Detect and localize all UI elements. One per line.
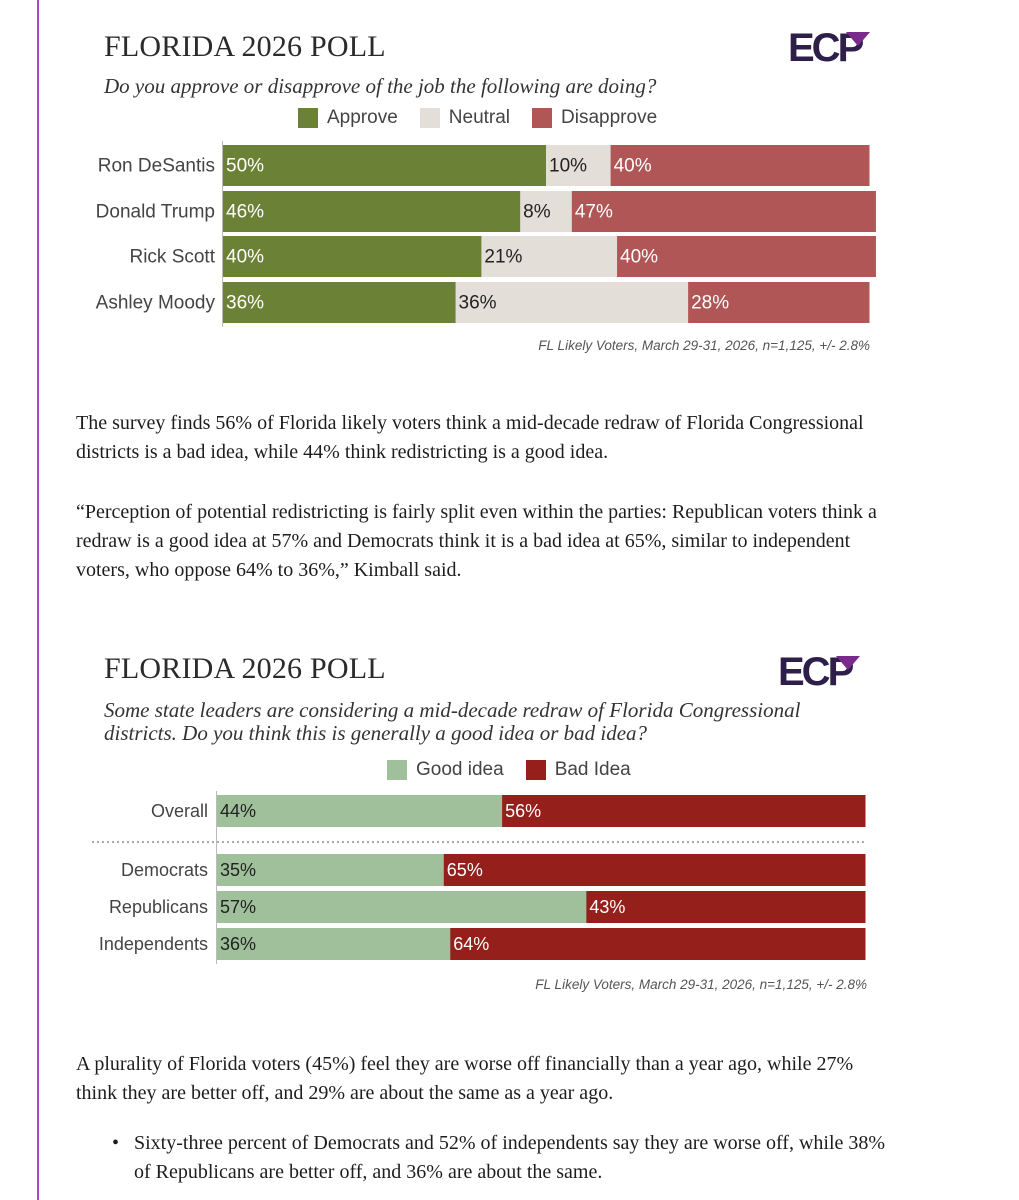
data-label: 36% <box>220 934 256 954</box>
category-label: Republicans <box>109 897 208 917</box>
chart-legend: Approve Neutral Disapprove <box>298 107 679 129</box>
legend-swatch <box>525 760 546 780</box>
data-label: 8% <box>523 202 551 223</box>
source-note: FL Likely Voters, March 29-31, 2026, n=1… <box>538 338 870 353</box>
chart-legend: Good idea Bad Idea <box>387 759 653 781</box>
bar-bad-idea-republicans <box>586 891 866 923</box>
ecp-logo-check <box>836 656 860 670</box>
bar-bad-idea-democrats <box>443 854 866 886</box>
bar-approve-ron-desantis <box>223 145 547 186</box>
data-label: 36% <box>459 293 497 314</box>
bar-approve-donald-trump <box>223 191 521 232</box>
list-item: Sixty-three percent of Democrats and 52%… <box>76 1129 896 1187</box>
bar-good-idea-democrats <box>217 854 445 886</box>
category-label: Donald Trump <box>96 202 215 223</box>
data-label: 43% <box>589 897 625 917</box>
category-label: Independents <box>99 934 208 954</box>
data-label: 47% <box>575 202 613 223</box>
data-label: 46% <box>226 202 264 223</box>
data-label: 21% <box>484 247 522 268</box>
bar-bad-idea-overall <box>502 795 866 827</box>
bar-disapprove-rick-scott <box>617 236 876 277</box>
data-label: 57% <box>220 897 256 917</box>
category-label: Overall <box>151 801 208 821</box>
left-accent-rule <box>37 0 39 1200</box>
legend-swatch <box>298 108 318 128</box>
data-label: 44% <box>220 801 256 821</box>
bar-good-idea-republicans <box>217 891 587 923</box>
bar-neutral-ashley-moody <box>455 282 689 323</box>
bar-neutral-ron-desantis <box>546 145 612 186</box>
bar-neutral-rick-scott <box>481 236 618 277</box>
legend-label: Disapprove <box>561 107 658 128</box>
data-label: 10% <box>549 156 587 177</box>
data-label: 28% <box>691 293 729 314</box>
category-label: Rick Scott <box>129 247 215 268</box>
bar-good-idea-overall <box>217 795 503 827</box>
ecp-logo: ECP <box>788 26 870 66</box>
legend-label: Approve <box>327 107 398 128</box>
legend-label: Neutral <box>448 107 511 128</box>
data-label: 40% <box>226 247 264 268</box>
category-label: Democrats <box>121 860 208 880</box>
chart-title: FLORIDA 2026 POLL <box>104 652 386 685</box>
legend-item-bad-idea: Bad Idea <box>525 759 631 781</box>
bar-good-idea-independents <box>217 928 451 960</box>
paragraph-kimball-quote: “Perception of potential redistricting i… <box>76 501 877 581</box>
data-label: 64% <box>453 934 489 954</box>
data-label: 65% <box>447 860 483 880</box>
ecp-logo-check <box>846 32 870 46</box>
bullet-list: Sixty-three percent of Democrats and 52%… <box>76 1129 896 1187</box>
paragraph-financial-outlook: A plurality of Florida voters (45%) feel… <box>76 1053 854 1104</box>
data-label: 35% <box>220 860 256 880</box>
chart-question-line-2: districts. Do you think this is generall… <box>104 721 648 745</box>
bar-neutral-donald-trump <box>520 191 573 232</box>
category-label: Ashley Moody <box>96 293 216 314</box>
bar-disapprove-ashley-moody <box>688 282 870 323</box>
chart-question: Do you approve or disapprove of the job … <box>104 74 657 98</box>
bar-disapprove-ron-desantis <box>610 145 870 186</box>
approval-bar-chart: Ron DeSantis 50% 10% 40% Donald Trump 46% 8% 47… <box>96 141 876 327</box>
data-label: 56% <box>505 801 541 821</box>
legend-label: Bad Idea <box>554 759 631 780</box>
legend-label: Good idea <box>416 759 504 780</box>
legend-item-approve: Approve <box>298 107 398 129</box>
legend-swatch <box>387 760 407 780</box>
data-label: 50% <box>226 156 264 177</box>
data-label: 36% <box>226 293 264 314</box>
chart-question-line-1: Some state leaders are considering a mid… <box>104 698 801 722</box>
legend-swatch <box>532 108 553 128</box>
source-note: FL Likely Voters, March 29-31, 2026, n=1… <box>535 977 867 992</box>
category-label: Ron DeSantis <box>98 156 215 177</box>
bar-approve-rick-scott <box>223 236 482 277</box>
chart-title: FLORIDA 2026 POLL <box>104 30 386 63</box>
paragraph-redistricting-summary: The survey finds 56% of Florida likely v… <box>76 412 864 463</box>
bar-disapprove-donald-trump <box>571 191 876 232</box>
bar-bad-idea-independents <box>450 928 866 960</box>
legend-item-disapprove: Disapprove <box>532 107 657 129</box>
redistricting-bar-chart: Overall 44% 56% Democrats 35% 65% Republicans 5… <box>92 791 866 964</box>
legend-item-neutral: Neutral <box>419 107 511 129</box>
legend-swatch <box>419 108 440 128</box>
ecp-logo: ECP <box>778 650 860 690</box>
data-label: 40% <box>614 156 652 177</box>
data-label: 40% <box>620 247 658 268</box>
bar-approve-ashley-moody <box>223 282 457 323</box>
legend-item-good-idea: Good idea <box>387 759 504 781</box>
